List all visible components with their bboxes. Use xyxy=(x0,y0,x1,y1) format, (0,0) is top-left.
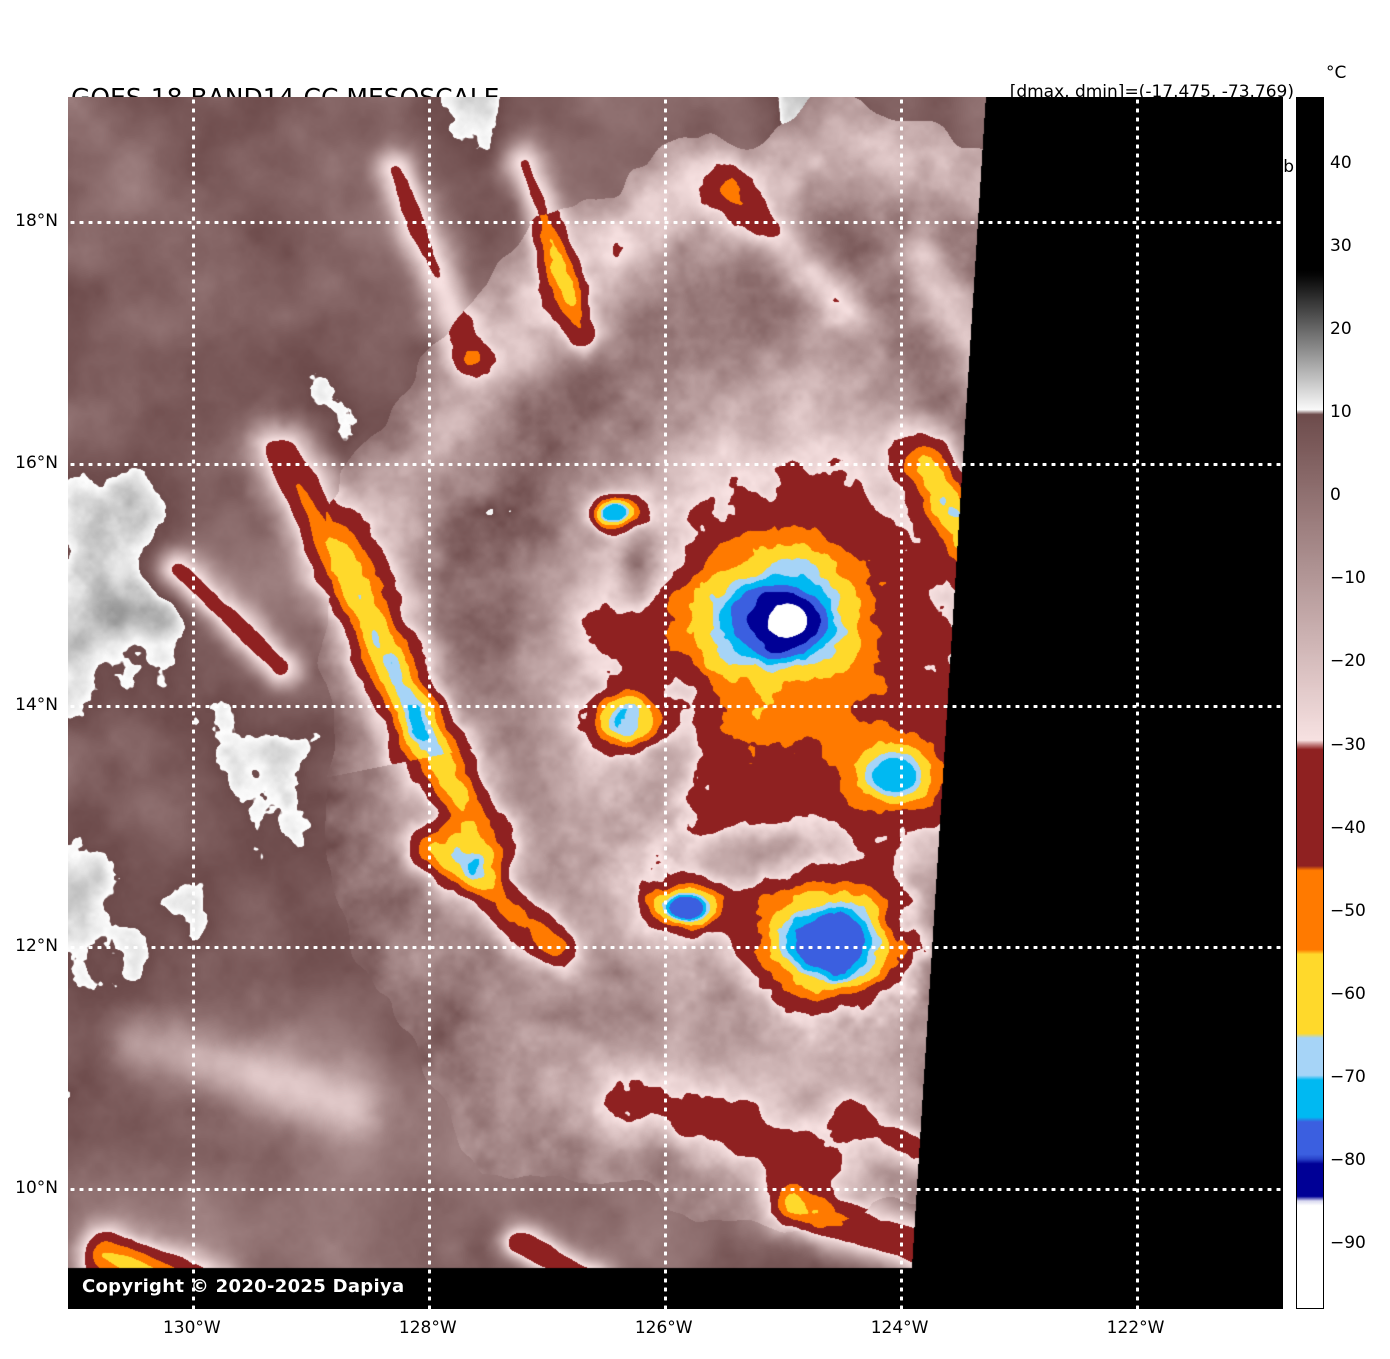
colorbar-tick--50: −50 xyxy=(1330,900,1366,921)
copyright-notice: Copyright © 2020-2025 Dapiya xyxy=(82,1276,405,1297)
colorbar-unit-label: °C xyxy=(1326,63,1347,83)
lat-tick-18°N: 18°N xyxy=(15,211,58,232)
lon-tick-130°W: 130°W xyxy=(162,1318,221,1338)
colorbar-tick-40: 40 xyxy=(1330,153,1352,174)
lat-tick-12°N: 12°N xyxy=(15,936,58,957)
colorbar-tick-0: 0 xyxy=(1330,485,1341,506)
lon-tick-126°W: 126°W xyxy=(634,1318,693,1338)
lon-tick-128°W: 128°W xyxy=(398,1318,457,1338)
colorbar-tick--10: −10 xyxy=(1330,568,1366,589)
lat-tick-14°N: 14°N xyxy=(15,694,58,715)
colorbar-tick--60: −60 xyxy=(1330,983,1366,1004)
colorbar-tick--70: −70 xyxy=(1330,1066,1366,1087)
lat-tick-16°N: 16°N xyxy=(15,453,58,474)
colorbar-tick--80: −80 xyxy=(1330,1149,1366,1170)
colorbar-tick-10: 10 xyxy=(1330,402,1352,423)
colorbar-tick--90: −90 xyxy=(1330,1232,1366,1253)
temperature-colorbar xyxy=(1296,97,1324,1309)
lat-tick-10°N: 10°N xyxy=(15,1178,58,1199)
lon-tick-122°W: 122°W xyxy=(1106,1318,1165,1338)
colorbar-tick--30: −30 xyxy=(1330,734,1366,755)
colorbar-tick-30: 30 xyxy=(1330,236,1352,257)
lon-tick-124°W: 124°W xyxy=(870,1318,929,1338)
colorbar-gradient xyxy=(1297,98,1323,1308)
infrared-brightness-temperature-heatmap xyxy=(68,97,1283,1309)
colorbar-tick--20: −20 xyxy=(1330,651,1366,672)
colorbar-tick--40: −40 xyxy=(1330,817,1366,838)
colorbar-tick-20: 20 xyxy=(1330,319,1352,340)
satellite-image-plot: Copyright © 2020-2025 Dapiya xyxy=(68,97,1283,1309)
